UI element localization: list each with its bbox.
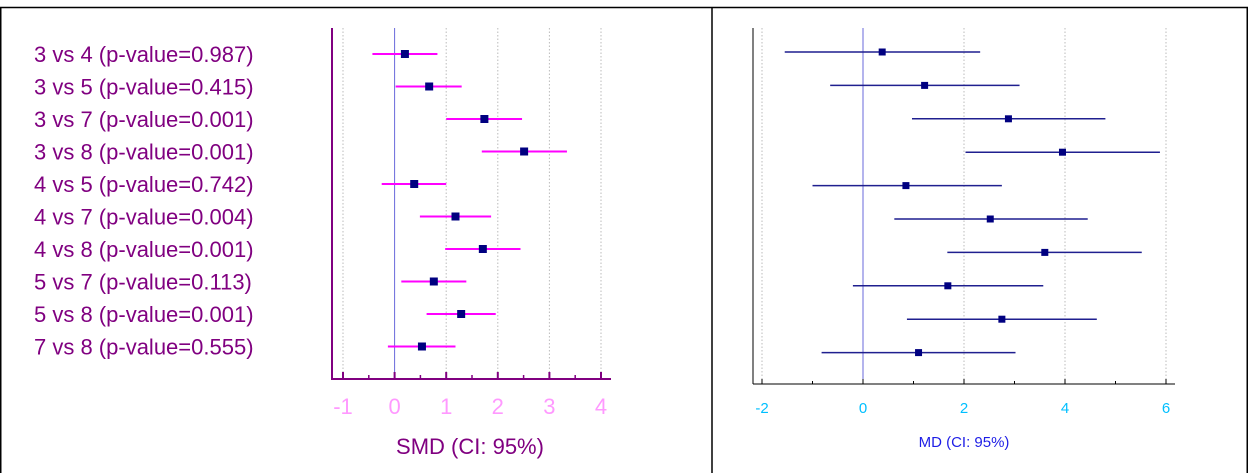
point-estimate-marker <box>400 50 409 58</box>
x-tick-label: 4 <box>595 394 607 419</box>
point-estimate-marker <box>944 282 952 290</box>
row-label: 3 vs 4 (p-value=0.987) <box>34 42 254 67</box>
point-estimate-marker <box>1041 248 1049 256</box>
x-tick-label: 2 <box>492 394 504 419</box>
x-tick-label: 2 <box>960 400 968 417</box>
x-tick-label: -2 <box>755 400 768 417</box>
point-estimate-marker <box>429 277 438 286</box>
point-estimate-marker <box>417 342 426 351</box>
point-estimate-marker <box>915 349 923 357</box>
panel-frame <box>0 6 1248 473</box>
point-estimate-marker <box>1004 115 1012 123</box>
point-estimate-marker <box>986 215 994 223</box>
row-label: 4 vs 8 (p-value=0.001) <box>34 237 254 262</box>
point-estimate-marker <box>457 310 466 318</box>
x-axis-label: MD (CI: 95%) <box>919 434 1010 451</box>
x-tick-label: 0 <box>859 400 867 417</box>
x-tick-label: 1 <box>440 394 452 419</box>
point-estimate-marker <box>410 180 419 188</box>
x-tick-label: 4 <box>1061 400 1069 417</box>
row-label: 7 vs 8 (p-value=0.555) <box>34 335 254 360</box>
point-estimate-marker <box>921 81 929 89</box>
point-estimate-marker <box>902 182 910 190</box>
x-tick-label: 3 <box>543 394 555 419</box>
row-label: 5 vs 8 (p-value=0.001) <box>34 302 254 327</box>
row-label: 5 vs 7 (p-value=0.113) <box>34 270 252 295</box>
point-estimate-marker <box>878 48 886 56</box>
point-estimate-marker <box>478 245 487 253</box>
row-label: 3 vs 8 (p-value=0.001) <box>34 140 254 165</box>
row-label: 4 vs 7 (p-value=0.004) <box>34 205 254 230</box>
point-estimate-marker <box>998 315 1006 323</box>
point-estimate-marker <box>451 212 460 221</box>
point-estimate-marker <box>425 82 434 91</box>
row-label: 3 vs 7 (p-value=0.001) <box>34 107 254 132</box>
row-label: 4 vs 5 (p-value=0.742) <box>34 172 254 197</box>
point-estimate-marker <box>1058 148 1066 156</box>
x-tick-label: 6 <box>1162 400 1170 417</box>
x-tick-label: -1 <box>333 394 353 419</box>
smd-forest-plot: -1 0 1 2 3 4 SMD (CI: 95%) 3 vs 4 (p-value=0.98… <box>34 28 611 459</box>
point-estimate-marker <box>520 147 529 156</box>
point-estimate-marker <box>480 115 489 123</box>
md-forest-plot: -2 0 2 4 6 MD (CI: 95%) <box>752 28 1175 451</box>
row-label: 3 vs 5 (p-value=0.415) <box>34 75 254 100</box>
x-tick-label: 0 <box>388 394 400 419</box>
x-axis-label: SMD (CI: 95%) <box>396 434 544 459</box>
